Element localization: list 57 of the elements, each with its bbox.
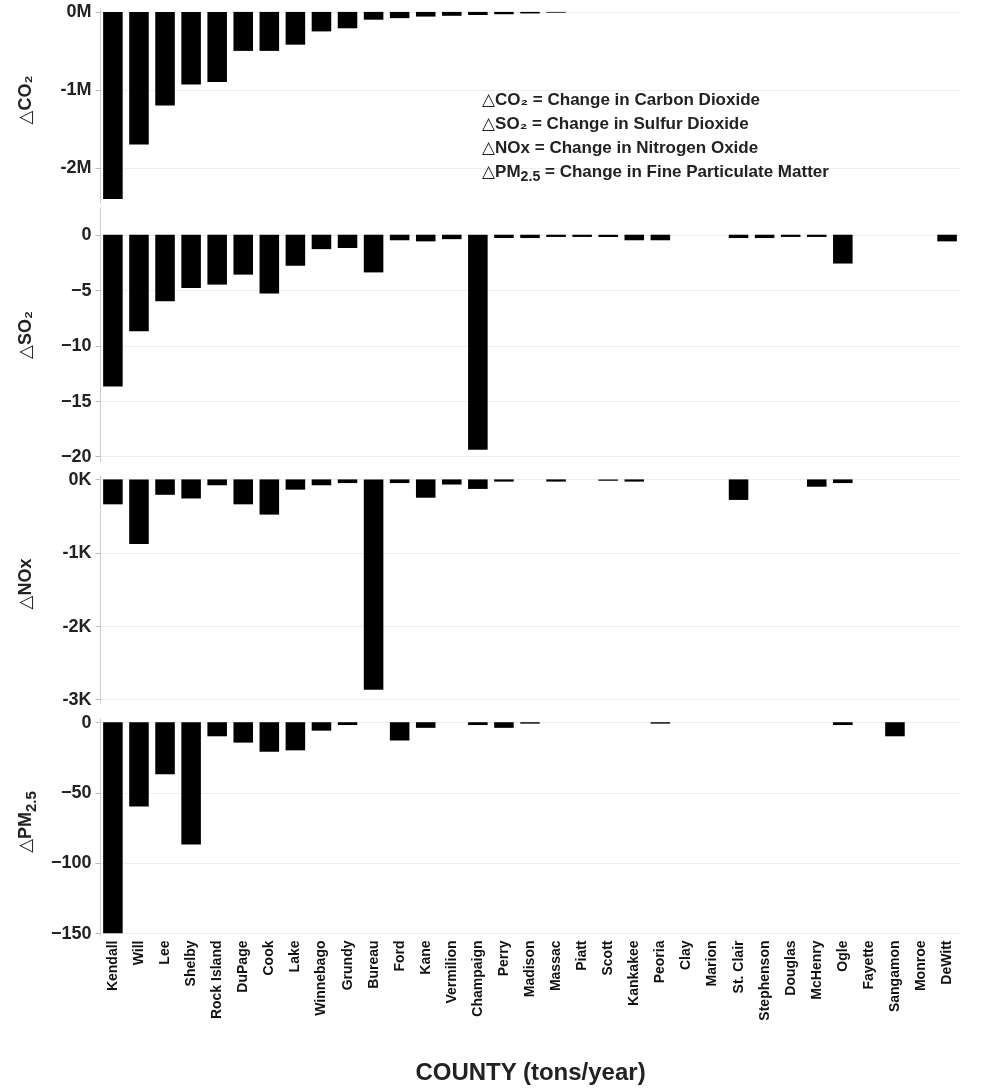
y-tick-label: −10 xyxy=(60,335,92,356)
y-tick-label: -3K xyxy=(62,688,92,709)
y-axis-title: △CO₂ xyxy=(14,75,36,124)
y-axis-title: △NOx xyxy=(14,558,36,610)
x-tick-label: Vermilion xyxy=(442,940,459,1004)
x-tick-label: Shelby xyxy=(182,940,199,987)
x-tick-label: Scott xyxy=(599,940,616,976)
x-tick-label: McHenry xyxy=(807,940,824,1000)
x-tick-label: Monroe xyxy=(912,940,929,992)
y-tick-label: 0K xyxy=(68,468,92,489)
y-tick-label: −100 xyxy=(50,852,92,873)
x-tick-label: Stephenson xyxy=(755,940,772,1021)
x-tick-label: Grundy xyxy=(338,940,355,991)
y-tick-label: 0M xyxy=(66,1,92,22)
x-tick-label: Lake xyxy=(286,940,303,973)
y-tick-label: −5 xyxy=(70,279,92,300)
y-tick-label: −15 xyxy=(60,390,92,411)
x-tick-label: Marion xyxy=(703,940,720,987)
x-tick-label: St. Clair xyxy=(729,939,746,994)
x-tick-label: Sangamon xyxy=(885,940,902,1013)
x-tick-label: DuPage xyxy=(234,940,251,993)
x-tick-label: Fayette xyxy=(859,940,876,990)
x-tick-label: Madison xyxy=(521,940,537,998)
x-tick-label: DeWitt xyxy=(938,940,955,985)
x-tick-label: Douglas xyxy=(781,940,798,996)
x-tick-label: Kankakee xyxy=(625,940,642,1006)
x-tick-label: Perry xyxy=(494,940,511,977)
y-tick-label: −150 xyxy=(50,922,92,943)
x-tick-label: Cook xyxy=(260,940,277,976)
x-tick-label: Bureau xyxy=(364,940,381,989)
y-axis-title: △SO₂ xyxy=(14,310,36,359)
x-tick-label: Ogle xyxy=(833,940,850,972)
y-tick-label: -2K xyxy=(62,615,92,636)
x-tick-label: Piatt xyxy=(573,940,590,971)
x-axis-title: COUNTY (tons/year) xyxy=(415,1057,646,1085)
annotation: △CO₂ = Change in Carbon Dioxide xyxy=(482,89,762,111)
x-tick-label: Clay xyxy=(677,940,694,971)
x-tick-label: Will xyxy=(129,940,146,966)
x-tick-label: Lee xyxy=(156,940,173,965)
x-tick-label: Rock Island xyxy=(208,940,225,1020)
y-tick-label: −20 xyxy=(60,445,92,466)
y-tick-label: -2M xyxy=(60,157,92,178)
x-tick-label: Kane xyxy=(416,940,433,975)
x-tick-label: Champaign xyxy=(468,940,485,1017)
y-tick-label: 0 xyxy=(81,711,92,732)
x-tick-label: Ford xyxy=(390,940,407,972)
x-tick-label: Kendall xyxy=(103,940,120,992)
y-tick-label: -1K xyxy=(62,542,92,563)
x-tick-label: Peoria xyxy=(651,940,668,984)
annotation: △PM$_{2.5}$ = Change in Fine Particulate Matter xyxy=(482,161,829,187)
annotation: △SO₂ = Change in Sulfur Dioxide xyxy=(482,113,750,135)
x-tick-label: Massac xyxy=(547,940,564,992)
annotation: △NOx = Change in Nitrogen Oxide xyxy=(482,137,760,159)
y-tick-label: 0 xyxy=(81,224,92,245)
y-tick-label: -1M xyxy=(60,79,92,100)
y-tick-label: −50 xyxy=(60,782,92,803)
x-tick-label: Winnebago xyxy=(312,940,329,1016)
